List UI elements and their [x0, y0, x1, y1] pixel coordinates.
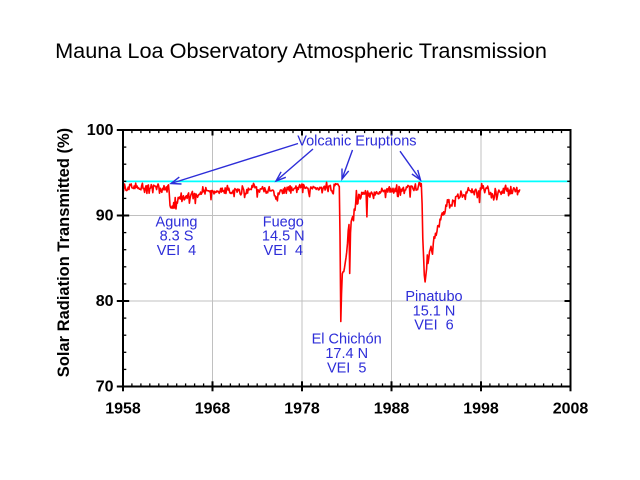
svg-text:15.1 N: 15.1 N [413, 303, 456, 319]
svg-text:VEI 6: VEI 6 [414, 318, 454, 334]
svg-text:2008: 2008 [553, 401, 589, 418]
svg-text:Solar Radiation Transmitted (%: Solar Radiation Transmitted (%) [55, 128, 73, 377]
svg-text:17.4 N: 17.4 N [325, 346, 368, 362]
svg-text:Agung: Agung [156, 214, 198, 230]
svg-text:Pinatubo: Pinatubo [405, 289, 462, 305]
svg-text:Volcanic Eruptions: Volcanic Eruptions [297, 134, 416, 150]
svg-text:1998: 1998 [463, 401, 499, 418]
svg-text:8.3 S: 8.3 S [160, 229, 194, 245]
svg-text:VEI 4: VEI 4 [264, 243, 304, 259]
svg-text:1988: 1988 [374, 401, 410, 418]
svg-text:14.5 N: 14.5 N [262, 229, 305, 245]
svg-text:VEI 4: VEI 4 [157, 243, 197, 259]
svg-text:1978: 1978 [284, 401, 320, 418]
svg-text:1968: 1968 [195, 401, 231, 418]
svg-text:1958: 1958 [105, 401, 141, 418]
svg-text:Mauna Loa Observatory Atmosphe: Mauna Loa Observatory Atmospheric Transm… [55, 38, 547, 63]
svg-text:Fuego: Fuego [263, 214, 304, 230]
svg-text:VEI 5: VEI 5 [327, 360, 367, 376]
svg-text:80: 80 [96, 293, 114, 310]
svg-text:90: 90 [96, 208, 114, 225]
svg-text:El Chichón: El Chichón [312, 332, 382, 348]
svg-text:100: 100 [87, 122, 114, 139]
svg-text:70: 70 [96, 379, 114, 396]
